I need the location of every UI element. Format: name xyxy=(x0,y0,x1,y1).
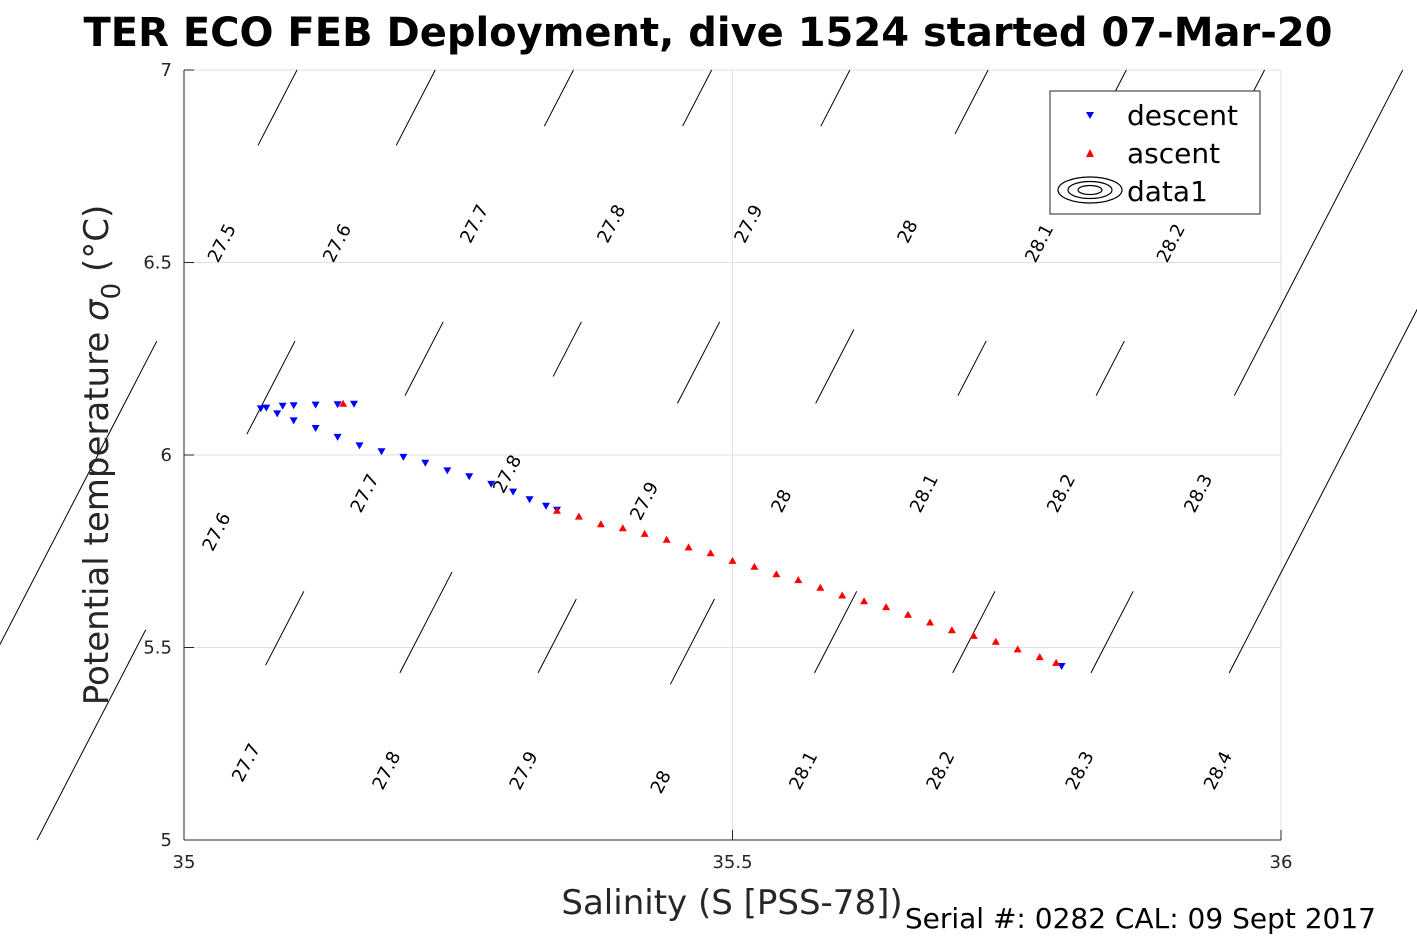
contour-line xyxy=(0,340,158,646)
ascent-point xyxy=(926,618,934,626)
contour-line xyxy=(537,598,577,674)
ascent-point xyxy=(860,597,869,605)
contour-line xyxy=(677,321,721,404)
descent-point xyxy=(487,480,496,488)
y-tick-labels: 5 5.5 6 6.5 7 xyxy=(143,60,172,851)
ascent-point xyxy=(838,591,847,599)
contour-line xyxy=(820,69,851,127)
y-tick-label: 6.5 xyxy=(143,253,172,274)
descent-point xyxy=(289,417,298,425)
ascent-point xyxy=(1035,653,1044,661)
contour-line xyxy=(669,598,715,685)
y-tick-label: 5 xyxy=(161,830,172,851)
axes xyxy=(183,69,1282,841)
ascent-point xyxy=(596,520,605,528)
ascent-point xyxy=(772,570,781,578)
x-tick-label: 36 xyxy=(1270,852,1293,873)
contour-line xyxy=(1228,308,1417,674)
contour-line xyxy=(36,629,147,841)
contour-line xyxy=(246,340,296,435)
ascent-point xyxy=(1013,645,1022,653)
ascent-point xyxy=(339,399,348,407)
legend-data1-label: data1 xyxy=(1127,175,1208,208)
ascent-point xyxy=(794,576,803,584)
ascent-point xyxy=(969,631,978,639)
descent-point xyxy=(333,401,342,409)
contour-line xyxy=(395,69,436,146)
ascent-point xyxy=(574,512,583,520)
descent-point xyxy=(443,467,452,475)
ascent-point xyxy=(553,506,561,514)
legend-contour-icon xyxy=(1057,176,1123,204)
y-tick-label: 5.5 xyxy=(143,638,172,659)
ascent-point xyxy=(904,610,912,618)
contour-line xyxy=(1095,340,1125,396)
contour-line xyxy=(552,321,582,377)
x-tick-labels: 35 35.5 36 xyxy=(173,852,1293,873)
descent-point xyxy=(333,433,342,441)
y-axis-label-sigma: σ xyxy=(77,298,117,321)
x-tick-label: 35 xyxy=(173,852,196,873)
descent-point xyxy=(465,473,474,481)
descent-point xyxy=(1057,663,1066,670)
legend-ascent-label: ascent xyxy=(1127,137,1220,170)
contour-line xyxy=(954,69,989,135)
x-axis-label: Salinity (S [PSS-78]) xyxy=(561,883,902,923)
descent-point xyxy=(278,402,287,410)
ascent-point xyxy=(728,556,737,564)
contour-line xyxy=(814,591,858,674)
descent-point xyxy=(311,425,320,432)
descent-point xyxy=(399,453,408,461)
descent-point xyxy=(377,448,386,456)
contour-line xyxy=(404,321,444,396)
contour-line xyxy=(957,340,987,396)
y-axis-label-unit: (°C) xyxy=(77,205,117,283)
descent-point xyxy=(256,405,265,413)
contour-line xyxy=(399,571,453,674)
y-tick-label: 6 xyxy=(161,445,172,466)
legend-descent-label: descent xyxy=(1127,99,1238,132)
ascent-point xyxy=(816,583,825,591)
ascent-point xyxy=(750,562,759,570)
descent-point xyxy=(525,496,534,504)
descent-point xyxy=(289,402,298,410)
y-axis-label-main: Potential temperature xyxy=(77,321,117,705)
descent-point xyxy=(421,459,430,467)
contour-line xyxy=(1233,69,1404,396)
ascent-point xyxy=(662,535,671,543)
descent-point xyxy=(262,404,271,412)
contour-line xyxy=(815,329,855,404)
y-axis-label-subscript: 0 xyxy=(97,283,127,300)
contour-line xyxy=(543,69,574,127)
contour-line xyxy=(682,69,713,127)
ascent-point xyxy=(991,637,1000,645)
legend-ascent-marker xyxy=(1086,149,1094,157)
data-points xyxy=(256,399,1066,670)
x-tick-label: 35.5 xyxy=(712,852,752,873)
y-axis-label: Potential temperature σ0 (°C) xyxy=(77,205,127,705)
y-tick-label: 7 xyxy=(161,60,172,81)
ascent-point xyxy=(640,529,649,537)
ascent-point xyxy=(1052,658,1061,666)
ascent-point xyxy=(684,543,693,551)
contour-line xyxy=(1090,591,1134,674)
ascent-point xyxy=(947,626,956,634)
ascent-point xyxy=(706,549,715,557)
descent-point xyxy=(355,442,364,450)
descent-point xyxy=(311,401,320,409)
contour-line xyxy=(265,591,305,666)
descent-point xyxy=(350,400,358,408)
footer-serial-cal: Serial #: 0282 CAL: 09 Sept 2017 xyxy=(905,902,1376,935)
legend: descent ascent data1 xyxy=(1049,90,1261,215)
descent-point xyxy=(273,410,282,418)
legend-descent-marker xyxy=(1086,112,1094,119)
descent-point xyxy=(509,488,518,496)
contour-line xyxy=(257,69,298,146)
chart-title: TER ECO FEB Deployment, dive 1524 starte… xyxy=(83,10,1332,56)
descent-point xyxy=(542,502,550,510)
ascent-point xyxy=(618,524,627,532)
ascent-point xyxy=(882,603,891,611)
